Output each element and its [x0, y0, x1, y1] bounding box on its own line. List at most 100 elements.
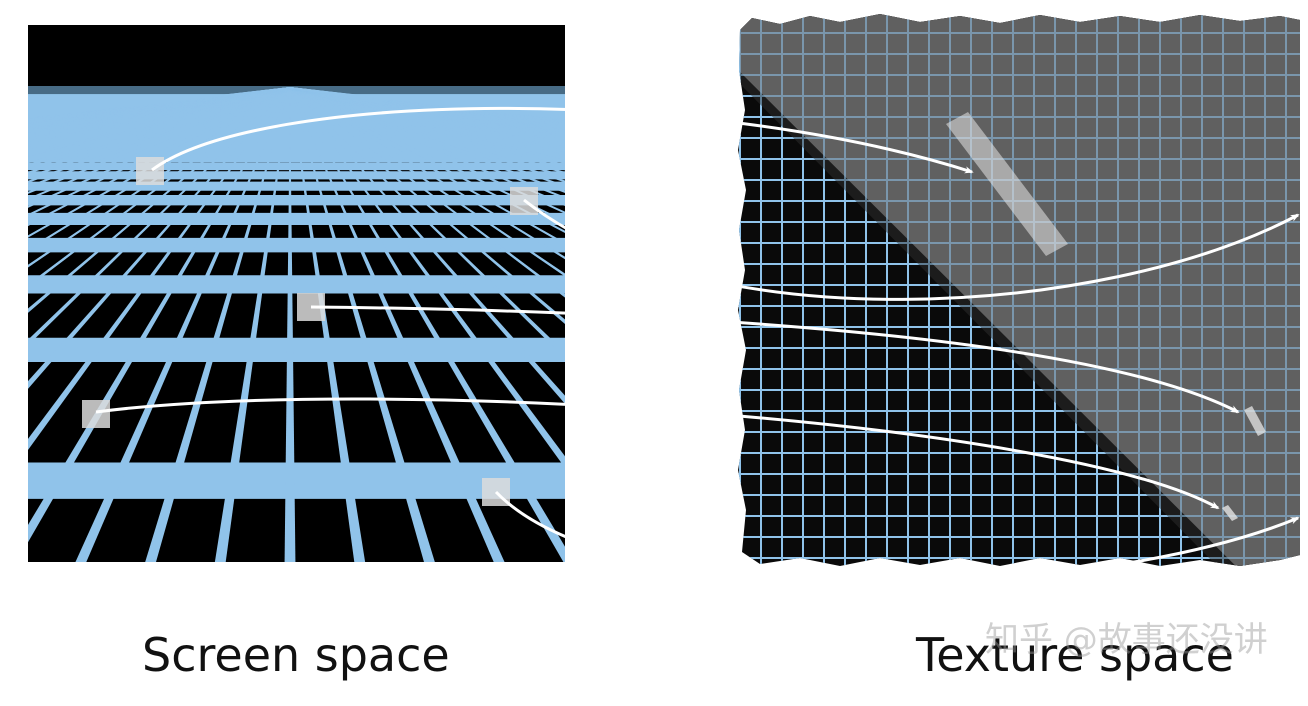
grid-line-long-wide: [28, 88, 290, 119]
grid-line-long-wide: [28, 88, 290, 146]
grid-line-long-wide: [290, 88, 565, 147]
grid-line-long-wide: [290, 88, 565, 359]
grid-line-long-wide: [290, 88, 565, 122]
grid-line-long-wide: [290, 88, 565, 137]
grid-line-long-wide: [28, 88, 290, 132]
grid-line-long-wide: [290, 88, 505, 562]
grid-line-long-wide: [290, 88, 565, 123]
grid-line-long-wide: [290, 88, 565, 167]
grid-line-long-wide: [75, 88, 290, 562]
grid-line-long-wide: [28, 88, 290, 188]
grid-line-long-wide: [290, 88, 565, 127]
watermark: 知乎 @故事还没讲: [985, 620, 1268, 660]
grid-line-long-wide: [28, 88, 290, 148]
footprint-quad-medium: [1244, 406, 1266, 436]
grid-line-long-wide: [28, 88, 290, 122]
grid-line-long-wide: [290, 88, 565, 142]
grid-line-long-wide: [28, 88, 290, 152]
grid-line-long-wide: [28, 88, 290, 183]
grid-line-long-wide: [28, 88, 290, 127]
grid-line-long-wide: [28, 88, 290, 389]
perspective-grid: [28, 87, 565, 562]
grid-line-long-wide: [290, 88, 565, 139]
grid-line-long-wide: [290, 88, 565, 223]
grid-line-long-wide: [290, 88, 565, 174]
grid-line-long-wide: [28, 88, 290, 137]
grid-line-long-wide: [28, 88, 290, 144]
grid-line-long-wide: [28, 88, 290, 226]
grid-line-long-wide: [290, 88, 565, 298]
grid-line-long-wide: [290, 88, 565, 404]
grid-line-long-wide: [28, 88, 290, 120]
grid-line-long-wide: [290, 88, 565, 144]
grid-line-long-wide: [290, 88, 565, 128]
grid-line-long-wide: [290, 88, 565, 277]
mapping-arrow-4: [95, 397, 1220, 510]
grid-line-long-wide: [290, 88, 565, 214]
mapping-arrow-1: [151, 106, 974, 174]
grid-line-long-wide: [28, 88, 290, 141]
grid-line-long-wide: [28, 88, 290, 120]
grid-line-long-wide: [290, 88, 565, 153]
grid-line-long-wide: [28, 88, 290, 238]
texture-grid-overlay: [738, 14, 1300, 566]
grid-line-long-wide: [28, 88, 290, 174]
grid-line-long-wide: [290, 88, 565, 164]
grid-line-long-wide: [28, 88, 290, 121]
grid-line-long-wide: [28, 88, 290, 126]
grid-line-long-wide: [28, 88, 290, 128]
grid-line-long-wide: [290, 88, 565, 125]
grid-line-long-wide: [28, 88, 290, 178]
grid-line-long-wide: [290, 88, 565, 128]
grid-line-long-wide: [145, 88, 290, 562]
grid-line-long-wide: [290, 88, 565, 124]
grid-line-long-wide: [28, 88, 290, 313]
grid-line-long-wide: [290, 88, 565, 125]
grid-line-long-wide: [290, 88, 565, 233]
mapping-arrows: [95, 106, 1300, 586]
grid-line-long-wide: [28, 88, 290, 126]
grid-line-long-wide: [28, 88, 290, 118]
caption-texture-space: Texture space: [916, 628, 1234, 682]
grid-line-long-wide: [290, 88, 565, 325]
grid-line-long-wide: [28, 88, 290, 346]
footprint-quad-small: [1222, 505, 1238, 521]
grid-line-long-wide: [214, 88, 290, 562]
grid-line-long-wide: [290, 88, 565, 121]
grid-line-long-wide: [290, 88, 565, 121]
grid-line-long-wide: [290, 88, 565, 187]
screen-space-panel: [28, 25, 565, 562]
mapping-arrow-3: [310, 305, 1240, 414]
grid-line-long-wide: [290, 88, 565, 562]
grid-line-long-wide: [28, 88, 290, 130]
grid-line-long-wide: [28, 88, 290, 119]
grid-line-long-wide: [28, 88, 290, 134]
footprint-quad-large: [946, 112, 1068, 256]
grid-line-long-wide: [28, 88, 290, 143]
grid-line-long-wide: [290, 88, 565, 129]
grid-line-long-wide: [290, 88, 565, 245]
grid-line-long-wide: [28, 88, 290, 129]
grid-line-long-wide: [28, 88, 290, 157]
mapping-arrow-2: [523, 198, 1300, 301]
texture-space-panel: [738, 14, 1300, 566]
grid-line-long-wide: [28, 88, 290, 140]
projected-region: [740, 14, 1300, 566]
grid-line-long-wide: [28, 88, 290, 123]
grid-line-long-wide: [290, 88, 435, 562]
grid-line-long-wide: [290, 88, 366, 562]
grid-line-long-wide: [28, 88, 290, 123]
grid-line-long-wide: [290, 88, 565, 158]
grid-line-long-wide: [28, 88, 290, 208]
mapping-arrow-5: [494, 490, 1300, 586]
grid-line-long-wide: [28, 88, 290, 125]
grid-line-long-wide: [284, 88, 296, 562]
sample-pixel-4: [82, 400, 110, 428]
grid-line-long-wide: [28, 88, 290, 131]
caption-screen-space: Screen space: [142, 628, 450, 682]
grid-line-long-wide: [28, 88, 290, 124]
grid-line-long-wide: [28, 88, 290, 216]
grid-line-long-wide: [290, 88, 565, 123]
grid-line-long-wide: [290, 88, 565, 145]
